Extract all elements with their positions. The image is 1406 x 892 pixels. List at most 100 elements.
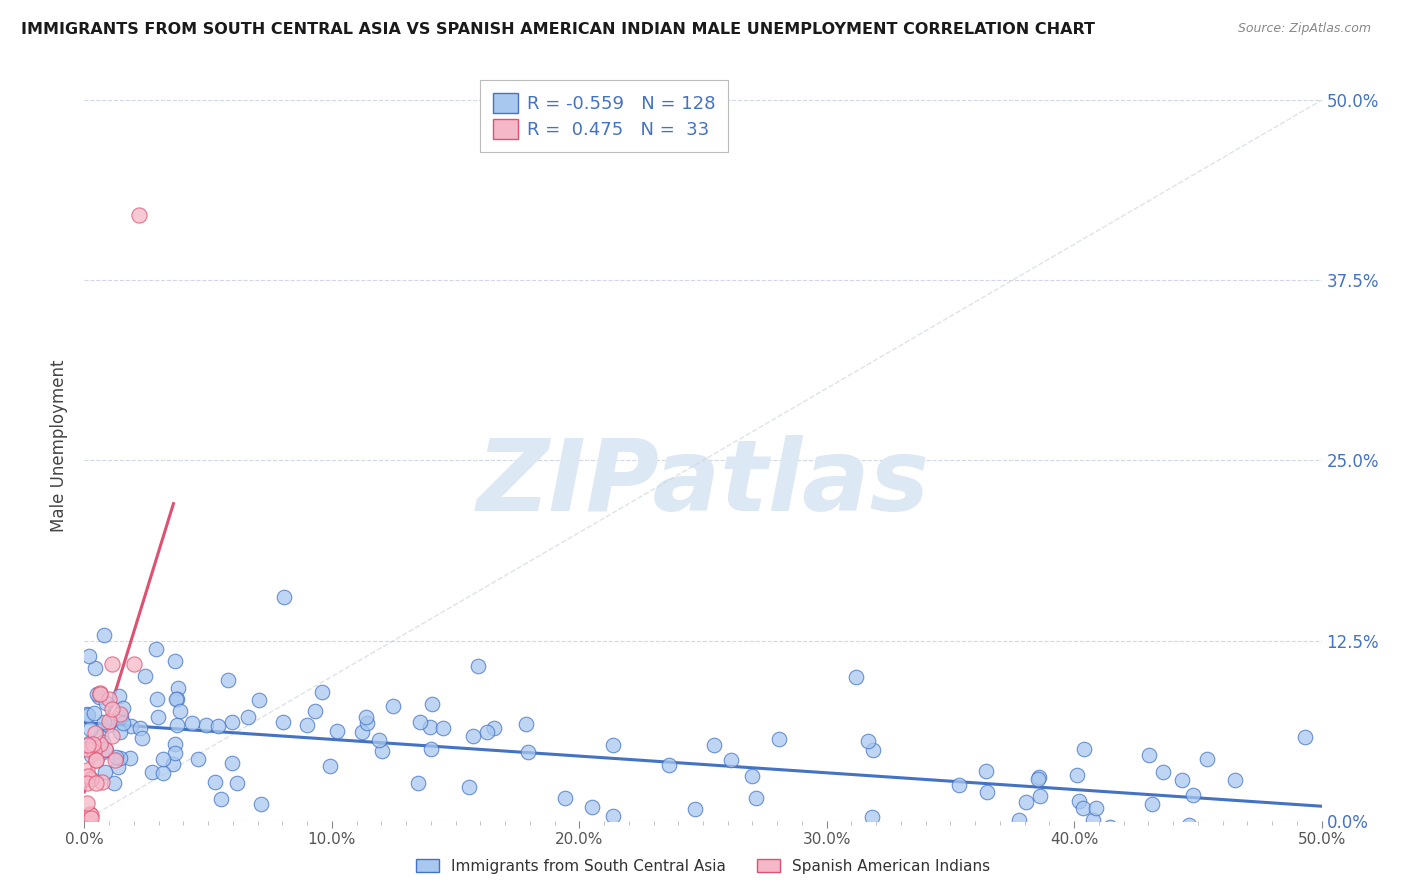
Point bbox=[120, 718, 142, 732]
Point bbox=[152, 752, 174, 766]
Point bbox=[207, 719, 229, 733]
Point bbox=[209, 792, 232, 806]
Legend: Immigrants from South Central Asia, Spanish American Indians: Immigrants from South Central Asia, Span… bbox=[411, 853, 995, 880]
Point bbox=[1067, 794, 1090, 808]
Point bbox=[86, 687, 108, 701]
Point bbox=[80, 748, 103, 763]
Point bbox=[76, 763, 98, 777]
Point bbox=[83, 743, 105, 757]
Point bbox=[602, 809, 624, 823]
Point bbox=[1152, 764, 1174, 779]
Point bbox=[1182, 788, 1205, 802]
Point bbox=[165, 654, 187, 668]
Point bbox=[134, 669, 156, 683]
Text: IMMIGRANTS FROM SOUTH CENTRAL ASIA VS SPANISH AMERICAN INDIAN MALE UNEMPLOYMENT : IMMIGRANTS FROM SOUTH CENTRAL ASIA VS SP… bbox=[21, 22, 1095, 37]
Point bbox=[658, 757, 681, 772]
Point bbox=[515, 717, 537, 731]
Point bbox=[80, 808, 103, 822]
Text: ZIPatlas: ZIPatlas bbox=[477, 435, 929, 532]
Point bbox=[311, 684, 333, 698]
Point bbox=[166, 692, 188, 706]
Point bbox=[1223, 772, 1246, 787]
Point bbox=[1294, 730, 1316, 744]
Point bbox=[91, 775, 114, 789]
Point bbox=[419, 720, 441, 734]
Point bbox=[101, 657, 124, 672]
Point bbox=[83, 706, 105, 720]
Point bbox=[77, 648, 100, 663]
Point bbox=[420, 698, 443, 712]
Legend: R = -0.559   N = 128, R =  0.475   N =  33: R = -0.559 N = 128, R = 0.475 N = 33 bbox=[479, 80, 728, 152]
Point bbox=[77, 769, 100, 783]
Point bbox=[482, 721, 505, 735]
Point bbox=[80, 811, 103, 825]
Point bbox=[80, 772, 103, 786]
Point bbox=[1008, 813, 1031, 827]
Point bbox=[1197, 752, 1219, 766]
Point bbox=[146, 710, 169, 724]
Point bbox=[325, 724, 347, 739]
Point bbox=[96, 696, 118, 710]
Point bbox=[516, 745, 538, 759]
Point bbox=[409, 714, 432, 729]
Point bbox=[76, 776, 98, 790]
Point bbox=[685, 802, 707, 816]
Point bbox=[112, 701, 135, 715]
Point bbox=[83, 660, 105, 674]
Point bbox=[304, 704, 326, 718]
Point bbox=[976, 785, 998, 799]
Point bbox=[167, 681, 190, 695]
Point bbox=[89, 687, 111, 701]
Point bbox=[432, 722, 454, 736]
Point bbox=[1014, 795, 1036, 809]
Point bbox=[356, 716, 378, 731]
Point bbox=[956, 830, 979, 844]
Point bbox=[97, 714, 120, 728]
Point bbox=[84, 776, 107, 790]
Point bbox=[107, 690, 129, 704]
Point bbox=[420, 741, 443, 756]
Point bbox=[112, 716, 135, 731]
Point bbox=[1066, 768, 1088, 782]
Point bbox=[467, 658, 489, 673]
Point bbox=[860, 810, 883, 824]
Point bbox=[94, 743, 117, 757]
Text: Source: ZipAtlas.com: Source: ZipAtlas.com bbox=[1237, 22, 1371, 36]
Point bbox=[84, 753, 107, 767]
Point bbox=[110, 706, 132, 721]
Point bbox=[862, 743, 884, 757]
Point bbox=[367, 733, 389, 747]
Point bbox=[89, 686, 111, 700]
Point bbox=[152, 765, 174, 780]
Point bbox=[247, 692, 270, 706]
Point bbox=[236, 709, 259, 723]
Point bbox=[463, 729, 485, 743]
Point bbox=[356, 710, 378, 724]
Point bbox=[84, 725, 107, 739]
Point bbox=[145, 641, 167, 656]
Point bbox=[129, 721, 152, 735]
Point bbox=[82, 737, 104, 751]
Point bbox=[581, 799, 603, 814]
Point bbox=[475, 725, 498, 739]
Point bbox=[381, 698, 404, 713]
Point bbox=[166, 718, 188, 732]
Point bbox=[118, 751, 141, 765]
Point bbox=[1177, 818, 1199, 832]
Point bbox=[100, 702, 122, 716]
Point bbox=[297, 718, 319, 732]
Point bbox=[101, 730, 124, 744]
Point bbox=[76, 828, 98, 842]
Point bbox=[350, 725, 373, 739]
Point bbox=[458, 780, 481, 795]
Point bbox=[165, 692, 187, 706]
Point bbox=[93, 628, 115, 642]
Point bbox=[217, 673, 239, 687]
Point bbox=[110, 708, 132, 723]
Point bbox=[98, 692, 121, 706]
Point bbox=[89, 690, 111, 704]
Y-axis label: Male Unemployment: Male Unemployment bbox=[51, 359, 69, 533]
Point bbox=[146, 692, 169, 706]
Point bbox=[76, 796, 98, 810]
Point bbox=[1083, 814, 1105, 828]
